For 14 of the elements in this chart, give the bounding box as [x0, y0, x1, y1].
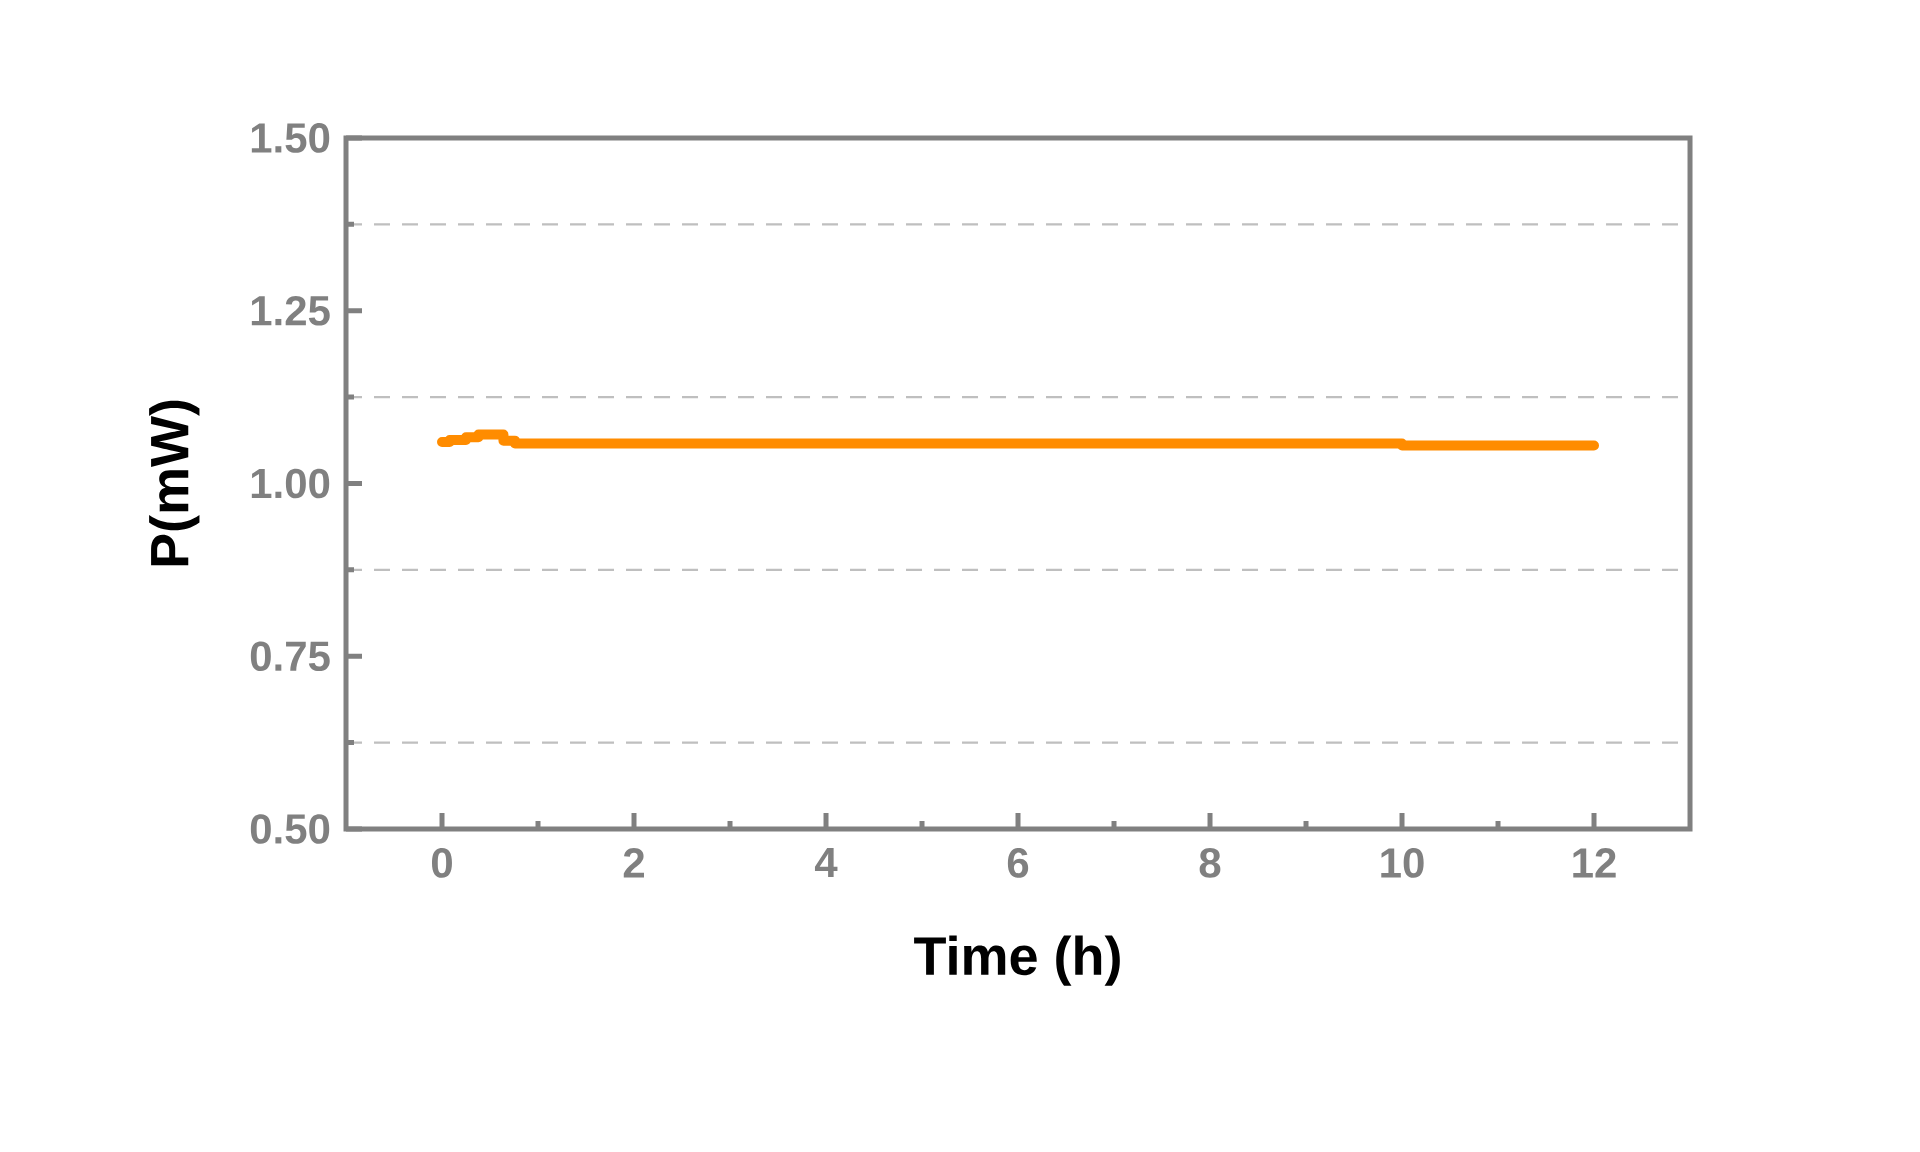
x-axis-title: Time (h)	[914, 935, 1120, 986]
x-tick-label: 0	[431, 848, 452, 878]
x-tick-label: 2	[623, 848, 644, 878]
y-tick-label: 1.50	[251, 123, 330, 153]
y-axis-title: P(mW)	[149, 400, 200, 566]
y-tick-label: 1.25	[251, 295, 330, 326]
y-tick-label: 0.50	[250, 814, 330, 844]
x-tick-label: 8	[1199, 848, 1221, 878]
x-tick-label: 12	[1573, 848, 1616, 878]
y-tick-label: 1.00	[251, 468, 330, 499]
x-tick-label: 10	[1381, 848, 1424, 878]
x-tick-label: 4	[814, 848, 838, 877]
x-tick-label: 6	[1007, 848, 1029, 878]
y-tick-label: 0.75	[250, 641, 330, 672]
